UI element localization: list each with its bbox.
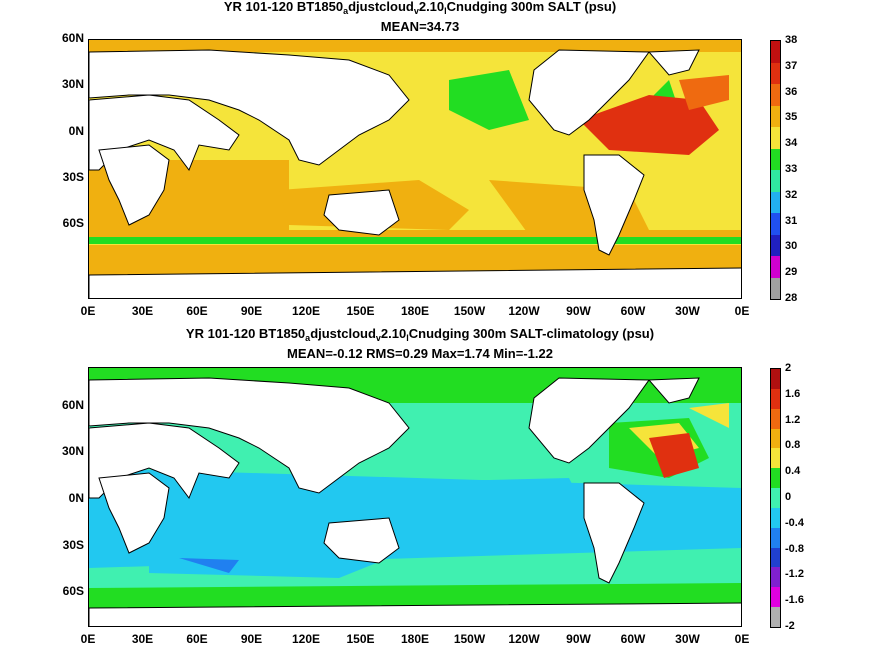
bottom-anomaly-map [88,367,742,627]
colorbar-label: 30 [785,240,798,253]
colorbar-swatch [771,256,780,278]
colorbar-swatch [771,587,780,608]
colorbar-swatch [771,191,780,213]
lon-label: 180E [400,632,430,646]
lon-label: 30W [675,304,700,318]
colorbar-swatch [771,84,780,106]
colorbar-label: 1.2 [785,413,801,426]
lon-label: 120W [508,304,540,318]
lat-label: 30N [61,77,84,91]
colorbar-swatch [771,127,780,149]
colorbar-swatch [771,369,780,389]
colorbar-label: -1.6 [785,594,804,607]
colorbar-label: 32 [785,188,798,201]
lon-label: 150W [453,632,486,646]
lon-label: 150E [346,304,375,318]
lat-label: 30S [62,538,84,552]
colorbar-label: 36 [785,85,798,98]
colorbar-label: 0.4 [785,465,801,478]
lon-label: 30W [675,632,700,646]
lon-label: 60E [186,632,208,646]
colorbar-label: -0.4 [785,516,804,529]
colorbar-swatch [771,567,780,588]
colorbar-swatch [771,277,780,299]
colorbar-swatch [771,213,780,235]
lon-label: 60W [620,632,646,646]
colorbar-swatch [771,527,780,548]
lon-label: 0E [80,304,96,318]
lon-label: 120E [291,632,321,646]
colorbar-swatch [771,547,780,568]
lat-label: 60N [61,398,84,412]
colorbar-label: 0.8 [785,439,801,452]
lon-label: 180E [400,304,430,318]
lon-label: 30E [131,304,154,318]
colorbar-label: 29 [785,266,798,279]
top-salinity-map [88,39,742,299]
lon-label: 90W [566,632,591,646]
lon-label: 0E [734,304,750,318]
lat-label: 60N [61,31,84,45]
lon-label: 0E [80,632,96,646]
colorbar-label: 34 [785,137,798,150]
colorbar-swatch [771,607,780,627]
lon-label: 90W [566,304,591,318]
colorbar-label: 38 [785,34,798,46]
top-colorbar [770,40,781,300]
lon-label: 150W [453,304,486,318]
lat-label: 30S [62,170,84,184]
colorbar-label: 0 [785,491,792,503]
bottom-map-title: YR 101-120 BT1850adjustcloudv2.10lCnudgi… [185,326,655,343]
lon-label: 0E [734,632,750,646]
colorbar-swatch [771,408,780,429]
colorbar-swatch [771,448,780,469]
colorbar-label: 33 [785,163,798,175]
bottom-colorbar [770,368,781,628]
colorbar-label: 2 [785,362,792,374]
colorbar-label: 37 [785,59,798,72]
bottom-map-stats: MEAN=-0.12 RMS=0.29 Max=1.74 Min=-1.22 [287,346,553,361]
colorbar-label: 1.6 [785,387,801,400]
lon-label: 120W [508,632,540,646]
colorbar-label: 28 [785,292,798,304]
colorbar-swatch [771,428,780,449]
colorbar-label: -1.2 [785,568,804,581]
top-map-stats: MEAN=34.73 [380,19,460,34]
lat-label: 30N [61,444,84,458]
lat-label: 0N [68,491,84,505]
lat-label: 60S [62,216,84,230]
colorbar-swatch [771,170,780,192]
lat-label: 0N [68,124,84,138]
lon-label: 90E [240,304,263,318]
colorbar-swatch [771,468,780,489]
top-map-title: YR 101-120 BT1850adjustcloudv2.10lCnudgi… [223,0,617,16]
lon-label: 150E [346,632,375,646]
colorbar-swatch [771,41,780,63]
colorbar-label: 31 [785,214,798,227]
lon-label: 120E [291,304,321,318]
colorbar-swatch [771,488,780,508]
lon-label: 60E [186,304,208,318]
lon-label: 60W [620,304,646,318]
colorbar-swatch [771,105,780,127]
lat-label: 60S [62,584,84,598]
colorbar-label: 35 [785,111,798,124]
colorbar-swatch [771,507,780,528]
colorbar-swatch [771,388,780,409]
lon-label: 30E [131,632,154,646]
colorbar-swatch [771,148,780,170]
colorbar-swatch [771,234,780,256]
lon-label: 90E [240,632,263,646]
colorbar-label: -0.8 [785,542,804,555]
colorbar-swatch [771,62,780,84]
colorbar-label: -2 [785,620,795,632]
